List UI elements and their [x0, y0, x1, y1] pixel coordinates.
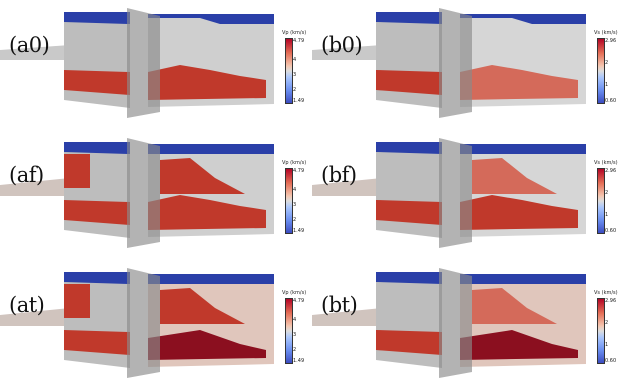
velocity-model-3d — [312, 268, 586, 378]
velocity-model-3d — [0, 138, 274, 248]
colorbar-min: 1.49 — [293, 98, 305, 104]
colorbar-tick: 4 — [293, 57, 297, 63]
colorbar-tick: 2 — [293, 347, 297, 353]
colorbar-tick: 2 — [605, 190, 609, 196]
colorbar — [285, 168, 293, 234]
colorbar-tick: 4 — [293, 187, 297, 193]
panel-b0: (b0) Vs (km/s) 2.96 2 1 0.60 — [312, 0, 623, 129]
colorbar-max: 4.79 — [293, 38, 305, 44]
colorbar-title: Vs (km/s) — [594, 30, 618, 36]
panel-label: (at) — [9, 293, 45, 317]
colorbar-min: 1.49 — [293, 358, 305, 364]
colorbar-min: 0.60 — [605, 228, 617, 234]
colorbar-tick: 3 — [293, 332, 297, 338]
colorbar-title: Vs (km/s) — [594, 160, 618, 166]
colorbar-max: 2.96 — [605, 298, 617, 304]
panel-bf: (bf) Vs (km/s) 2.96 2 1 0.60 — [312, 130, 623, 259]
panel-label: (af) — [9, 163, 44, 187]
colorbar — [285, 38, 293, 104]
colorbar — [285, 298, 293, 364]
colorbar-tick: 2 — [293, 217, 297, 223]
colorbar-tick: 3 — [293, 202, 297, 208]
colorbar — [597, 168, 605, 234]
colorbar-max: 4.79 — [293, 298, 305, 304]
colorbar-tick: 2 — [605, 320, 609, 326]
colorbar — [597, 298, 605, 364]
colorbar-min: 1.49 — [293, 228, 305, 234]
colorbar-title: Vs (km/s) — [594, 290, 618, 296]
colorbar-tick: 3 — [293, 72, 297, 78]
colorbar-max: 4.79 — [293, 168, 305, 174]
velocity-model-3d — [312, 138, 586, 248]
velocity-model-3d — [312, 8, 586, 118]
colorbar-min: 0.60 — [605, 358, 617, 364]
colorbar-min: 0.60 — [605, 98, 617, 104]
colorbar-title: Vp (km/s) — [282, 30, 307, 36]
panel-af: (af) Vp (km/s) 4.79 4 3 2 1.49 — [0, 130, 311, 259]
panel-label: (a0) — [9, 33, 50, 57]
colorbar-tick: 2 — [293, 87, 297, 93]
colorbar-title: Vp (km/s) — [282, 160, 307, 166]
velocity-model-3d — [0, 268, 274, 378]
colorbar-tick: 2 — [605, 60, 609, 66]
panel-label: (bt) — [321, 293, 358, 317]
panel-bt: (bt) Vs (km/s) 2.96 2 1 0.60 — [312, 260, 623, 389]
colorbar-max: 2.96 — [605, 38, 617, 44]
colorbar — [597, 38, 605, 104]
panel-label: (bf) — [321, 163, 357, 187]
panel-label: (b0) — [321, 33, 363, 57]
colorbar-max: 2.96 — [605, 168, 617, 174]
panel-a0: (a0) Vp (km/s) 4.79 4 3 2 1.49 — [0, 0, 311, 129]
colorbar-tick: 4 — [293, 317, 297, 323]
panel-at: (at) Vp (km/s) 4.79 4 3 2 1.49 — [0, 260, 311, 389]
colorbar-title: Vp (km/s) — [282, 290, 307, 296]
colorbar-tick: 1 — [605, 82, 609, 88]
colorbar-tick: 1 — [605, 212, 609, 218]
velocity-model-3d — [0, 8, 274, 118]
colorbar-tick: 1 — [605, 342, 609, 348]
